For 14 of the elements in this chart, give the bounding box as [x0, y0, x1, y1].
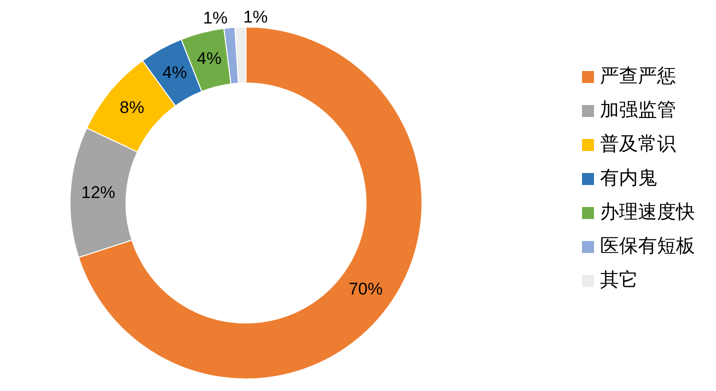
legend-label: 医保有短板	[600, 236, 695, 258]
legend-label: 加强监管	[600, 100, 676, 122]
data-label: 4%	[196, 49, 222, 68]
legend-label: 其它	[600, 269, 638, 292]
legend-label: 严查严惩	[600, 66, 676, 88]
legend-label: 办理速度快	[600, 201, 695, 224]
data-label: 1%	[203, 8, 228, 28]
data-label: 70%	[348, 279, 383, 298]
data-label: 4%	[162, 62, 187, 82]
legend-label: 有内鬼	[600, 168, 657, 190]
data-label: 1%	[243, 8, 268, 27]
legend-label: 普及常识	[600, 133, 676, 156]
data-label: 12%	[81, 183, 116, 202]
data-label: 8%	[120, 98, 144, 118]
